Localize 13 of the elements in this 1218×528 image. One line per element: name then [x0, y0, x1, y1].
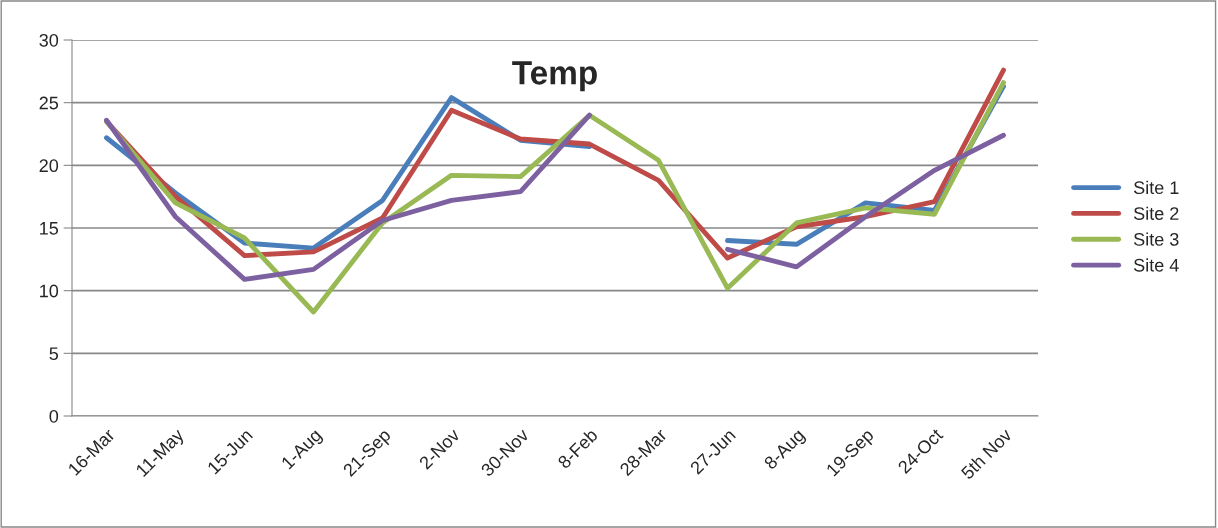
- y-tick-label: 25: [39, 96, 59, 110]
- text: Temp: [512, 61, 597, 92]
- legend-label: Site 2: [1133, 206, 1179, 220]
- y-tick-label: 0: [49, 409, 59, 423]
- legend-label: Site 4: [1133, 258, 1179, 272]
- y-tick-label: 5: [49, 347, 59, 361]
- y-tick-label: 20: [39, 159, 59, 173]
- y-tick-label: 30: [39, 33, 59, 47]
- legend-label: Site 1: [1133, 180, 1179, 195]
- legend-label: Site 3: [1133, 232, 1179, 246]
- y-tick-label: 10: [40, 284, 59, 298]
- y-tick-label: 15: [40, 222, 59, 235]
- x-tick-label: 5th Nov: [960, 427, 1013, 480]
